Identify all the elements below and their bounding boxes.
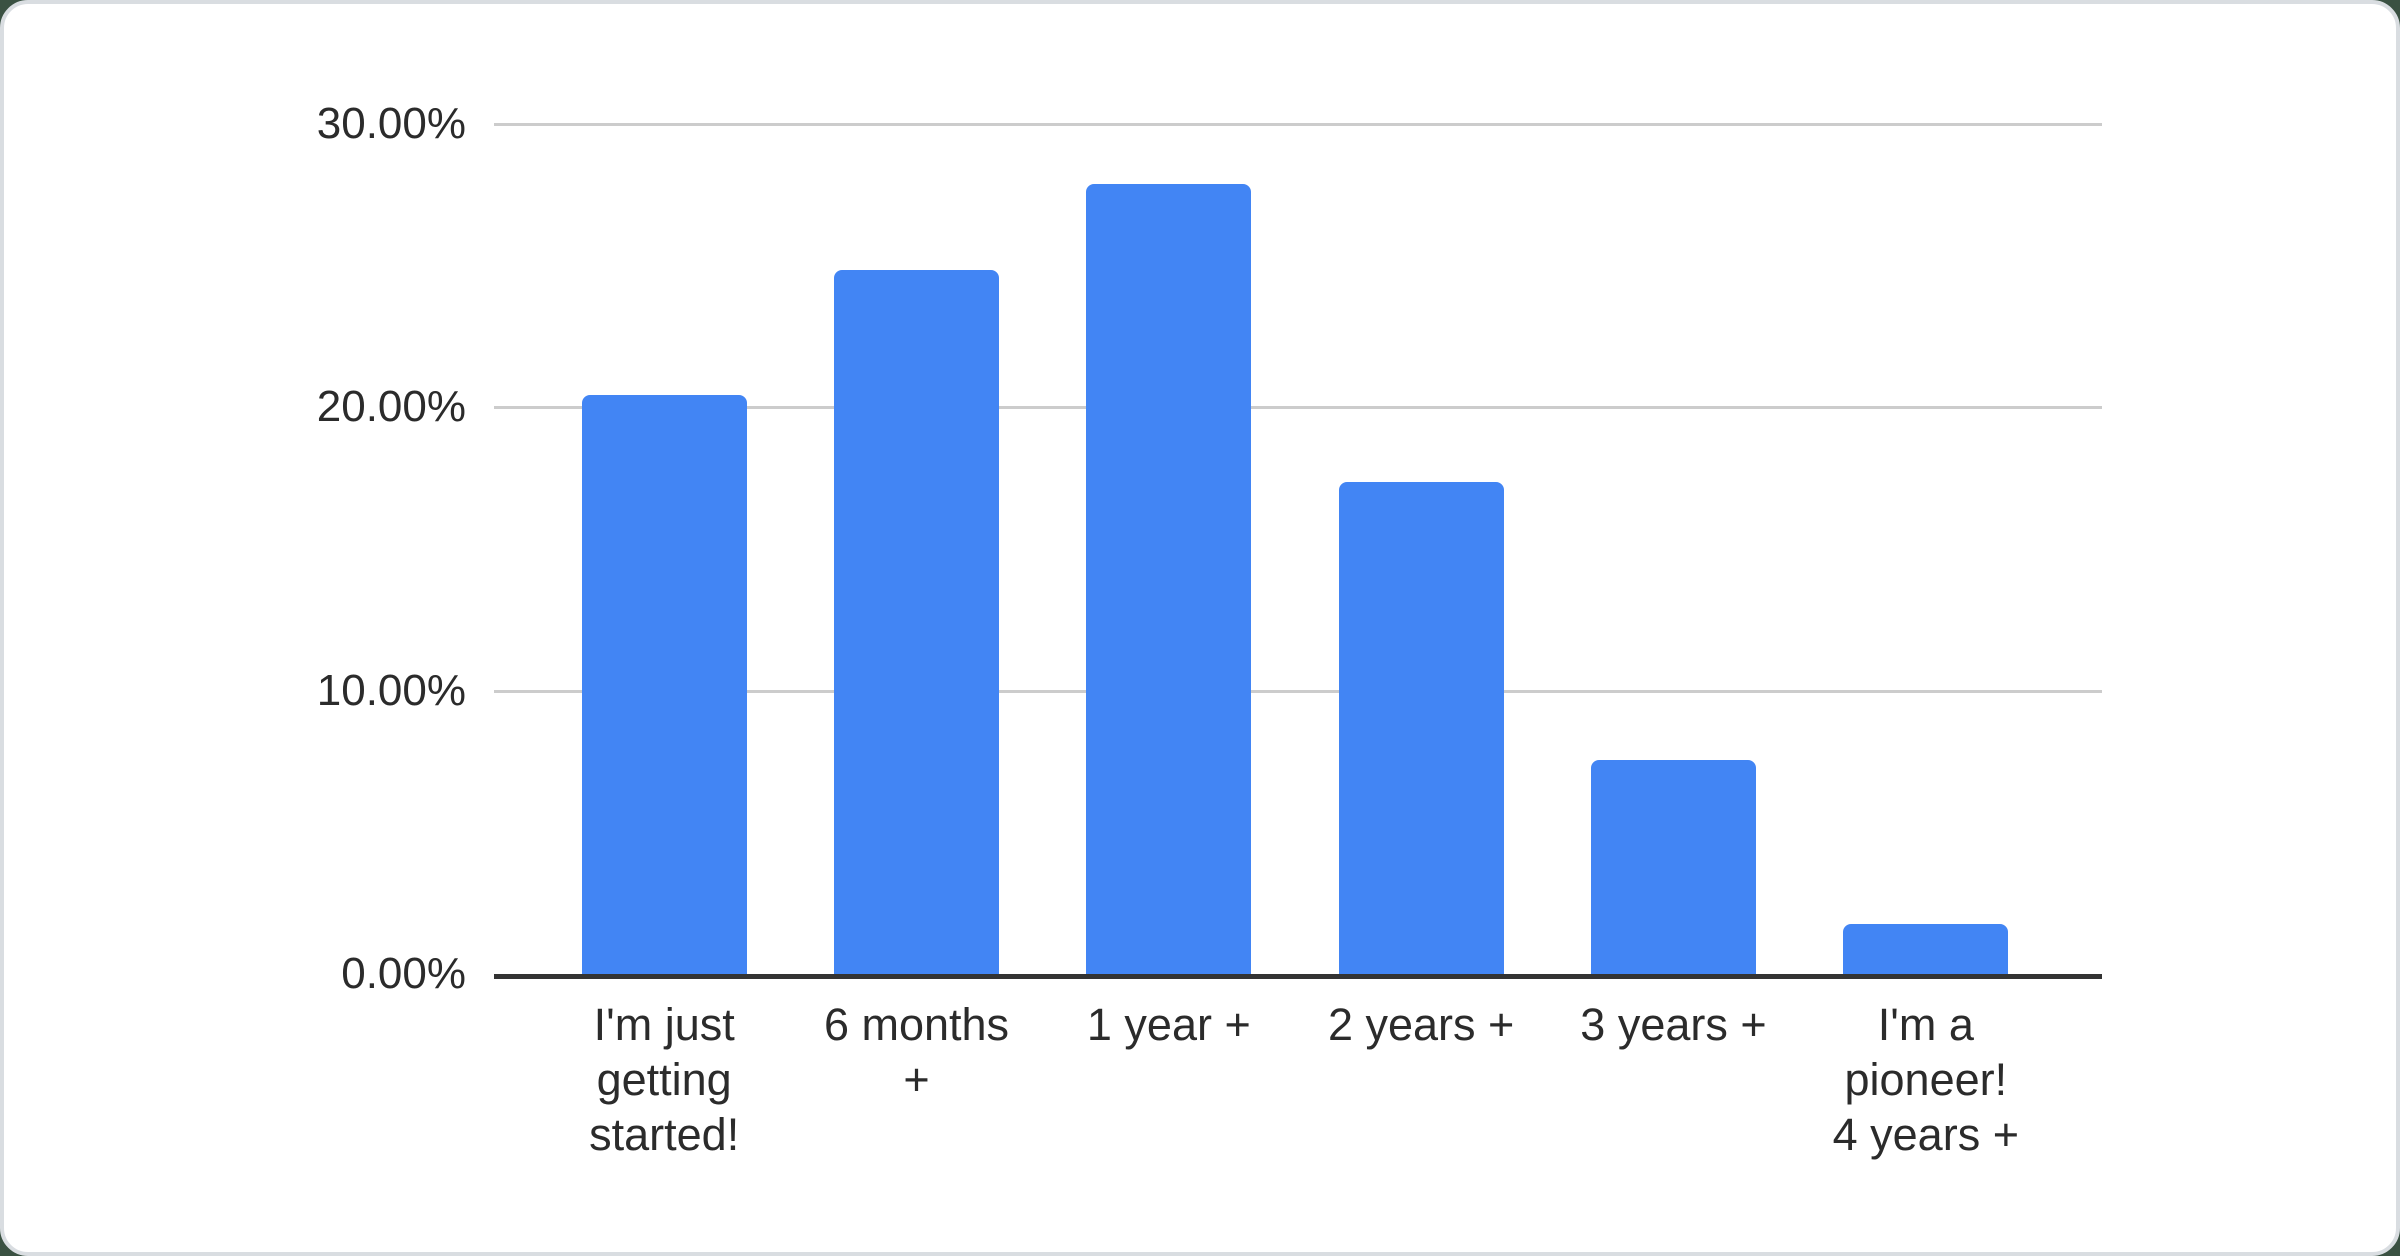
bar-slot	[1043, 124, 1295, 974]
bar-chart: 30.00% 20.00% 10.00% 0.00% I'm just getting s…	[4, 4, 2396, 1252]
x-axis-label: 2 years +	[1295, 997, 1547, 1162]
bar-slot	[790, 124, 1042, 974]
bar-slot	[538, 124, 790, 974]
x-axis-label-line: started!	[589, 1109, 740, 1160]
plot-area	[494, 123, 2102, 979]
x-axis-label-line: I'm just	[593, 999, 735, 1050]
bar-slot	[1800, 124, 2052, 974]
bar[interactable]	[833, 269, 999, 974]
bar-slot	[1295, 124, 1547, 974]
x-axis-label-line: 4 years +	[1832, 1109, 2019, 1160]
gridline	[494, 689, 2102, 693]
x-axis-label-line: +	[903, 1054, 930, 1105]
x-axis-label: 6 months +	[790, 997, 1042, 1162]
x-axis: I'm just getting started! 6 months +1 year +…	[538, 997, 2052, 1162]
bar[interactable]	[1086, 183, 1252, 974]
bar[interactable]	[1590, 760, 1756, 974]
bars-row	[538, 124, 2052, 974]
y-axis-tick-label: 10.00%	[316, 665, 466, 715]
x-axis-label-line: 6 months	[823, 999, 1010, 1050]
x-axis-label-line: 2 years +	[1327, 999, 1515, 1050]
x-axis-label-line: I'm a	[1877, 999, 1974, 1050]
x-axis-label: I'm a pioneer! 4 years +	[1800, 997, 2052, 1162]
bar[interactable]	[581, 394, 747, 974]
x-axis-label-line: 3 years +	[1580, 999, 1767, 1050]
x-axis-label-line: 1 year +	[1086, 999, 1251, 1050]
x-axis-label: 1 year +	[1043, 997, 1295, 1162]
y-axis-tick-label: 0.00%	[341, 949, 466, 998]
bar[interactable]	[1338, 482, 1504, 974]
bar[interactable]	[1843, 924, 2009, 974]
bar-slot	[1547, 124, 1799, 974]
x-axis-label: I'm just getting started!	[538, 997, 790, 1162]
y-axis-tick-label: 30.00%	[316, 99, 466, 148]
x-axis-label: 3 years +	[1547, 997, 1799, 1162]
x-axis-label-line: pioneer!	[1844, 1054, 2008, 1105]
gridline	[494, 123, 2102, 126]
y-axis-tick-label: 20.00%	[316, 382, 466, 432]
x-axis-label-line: getting	[596, 1054, 732, 1105]
gridline	[494, 406, 2102, 410]
